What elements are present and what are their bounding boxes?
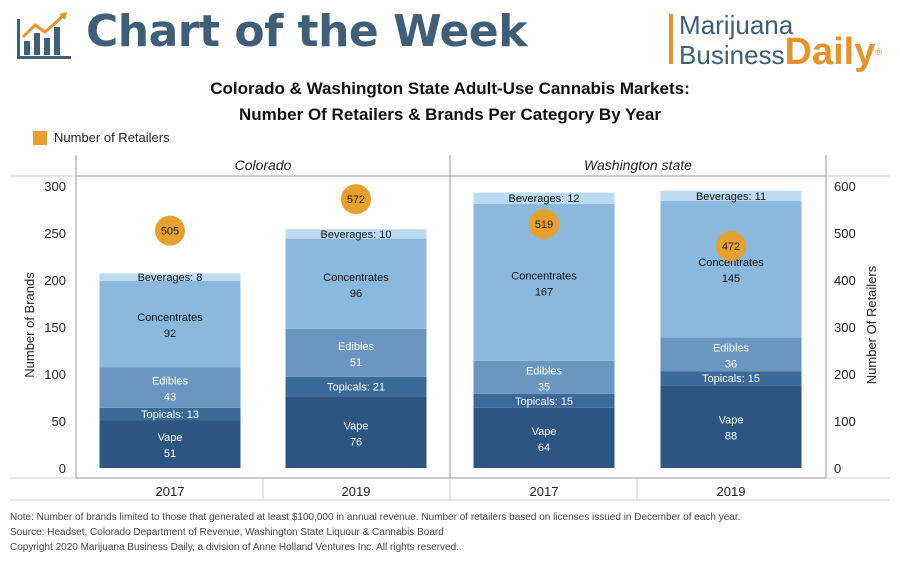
bar-segment-concentrates xyxy=(99,280,241,368)
y-right-tick-label: 0 xyxy=(834,461,841,476)
y-tick-label: 300 xyxy=(44,179,66,194)
data-label-name: Vape xyxy=(158,432,183,444)
data-label: Topicals: 13 xyxy=(141,409,199,421)
panel-label-washington: Washington state xyxy=(584,157,692,173)
bar-segment-topicals xyxy=(660,371,802,386)
retailer-label: 472 xyxy=(722,241,740,253)
x-tick-label: 2019 xyxy=(342,484,371,499)
bar-segment-concentrates xyxy=(285,238,427,329)
data-label-name: Vape xyxy=(532,426,557,438)
y-tick-label: 0 xyxy=(59,461,66,476)
data-label-name: Vape xyxy=(719,415,744,427)
bar-segment-topicals xyxy=(473,393,615,408)
y-tick-label: 250 xyxy=(44,226,66,241)
bar-segment-beverages xyxy=(660,190,802,202)
page-title: Chart of the Week xyxy=(86,6,527,57)
y-right-tick-label: 300 xyxy=(834,320,856,335)
data-label-value: 145 xyxy=(722,273,740,285)
data-label-value: 35 xyxy=(538,381,550,393)
footer-source: Source: Headset, Colorado Department of … xyxy=(10,527,444,538)
y-right-tick-label: 600 xyxy=(834,179,856,194)
y-tick-label: 50 xyxy=(52,414,66,429)
data-label: Topicals: 15 xyxy=(702,373,760,385)
x-tick-label: 2017 xyxy=(530,484,559,499)
data-label-name: Edibles xyxy=(713,342,750,354)
bar-segment-vape xyxy=(285,396,427,468)
data-label-value: 88 xyxy=(725,431,737,443)
y-axis-title: Number of Brands xyxy=(22,272,37,378)
chart-title-line2: Number Of Retailers & Brands Per Categor… xyxy=(238,105,661,124)
y-tick-label: 100 xyxy=(44,367,66,382)
retailer-marker xyxy=(529,209,559,240)
data-label-value: 96 xyxy=(350,288,362,300)
panel-label-colorado: Colorado xyxy=(235,157,292,173)
data-label-value: 51 xyxy=(164,448,176,460)
chart-logo-icon xyxy=(17,12,71,59)
y-right-tick-label: 100 xyxy=(834,414,856,429)
data-label-name: Concentrates xyxy=(323,272,389,284)
data-label: Topicals: 15 xyxy=(515,396,573,408)
bar-segment-beverages xyxy=(285,229,427,239)
data-label: Beverages: 12 xyxy=(509,193,580,205)
retailer-marker xyxy=(155,215,185,246)
data-label-value: 76 xyxy=(350,436,362,448)
y-right-tick-label: 500 xyxy=(834,226,856,241)
retailer-label: 572 xyxy=(347,194,365,206)
bar-segment-beverages xyxy=(473,192,615,204)
data-label: Topicals: 21 xyxy=(327,382,385,394)
data-label: Beverages: 8 xyxy=(138,272,203,284)
brand-business: Business xyxy=(679,40,785,70)
data-label-value: 167 xyxy=(535,286,553,298)
bar-segment-concentrates xyxy=(660,201,802,338)
brand-daily: Daily xyxy=(784,31,876,73)
data-label-name: Concentrates xyxy=(698,257,764,269)
bar-segment-topicals xyxy=(285,376,427,397)
x-tick-label: 2017 xyxy=(156,484,185,499)
data-label-value: 92 xyxy=(164,328,176,340)
brand-name-line1: Marijuana xyxy=(679,10,794,40)
data-label-value: 43 xyxy=(164,392,176,404)
data-label-value: 51 xyxy=(350,357,362,369)
data-label-name: Concentrates xyxy=(511,270,577,282)
bar-segment-edibles xyxy=(99,367,241,408)
legend: Number of Retailers xyxy=(33,130,170,145)
brand-bar xyxy=(669,14,674,64)
data-label: Beverages: 10 xyxy=(321,229,392,241)
retailer-label: 505 xyxy=(161,226,179,238)
legend-label: Number of Retailers xyxy=(54,130,170,145)
bar-segment-edibles xyxy=(285,328,427,377)
footer-note: Note: Number of brands limited to those … xyxy=(10,512,741,523)
footer-copyright: Copyright 2020 Marijuana Business Daily,… xyxy=(10,542,459,553)
retailer-label: 519 xyxy=(535,219,553,231)
brand-registered: ® xyxy=(875,47,882,57)
y-right-axis-title: Number Of Retailers xyxy=(864,265,879,384)
bar-segment-vape xyxy=(660,385,802,468)
data-label-value: 64 xyxy=(538,442,550,454)
bar-segment-edibles xyxy=(660,337,802,372)
retailer-marker xyxy=(341,184,371,215)
data-label-name: Vape xyxy=(344,420,369,432)
bar-segment-vape xyxy=(99,420,241,468)
data-label-name: Edibles xyxy=(338,341,375,353)
x-tick-label: 2019 xyxy=(717,484,746,499)
bar-segment-edibles xyxy=(473,360,615,394)
data-label-value: 36 xyxy=(725,358,737,370)
bar-segment-topicals xyxy=(99,407,241,421)
y-tick-label: 150 xyxy=(44,320,66,335)
legend-swatch xyxy=(33,130,47,145)
bar-segment-vape xyxy=(473,407,615,468)
y-tick-label: 200 xyxy=(44,273,66,288)
data-label: Beverages: 11 xyxy=(696,191,766,203)
y-right-tick-label: 200 xyxy=(834,367,856,382)
chart-title-line1: Colorado & Washington State Adult-Use Ca… xyxy=(210,79,690,98)
data-label-name: Edibles xyxy=(152,376,189,388)
bar-segment-beverages xyxy=(99,273,241,281)
brand-logo: Marijuana BusinessDaily® xyxy=(669,10,882,71)
data-label-name: Edibles xyxy=(526,365,563,377)
retailer-marker xyxy=(716,231,746,262)
brand-name-line2: BusinessDaily® xyxy=(679,33,882,71)
data-label-name: Concentrates xyxy=(137,312,203,324)
y-right-tick-label: 400 xyxy=(834,273,856,288)
